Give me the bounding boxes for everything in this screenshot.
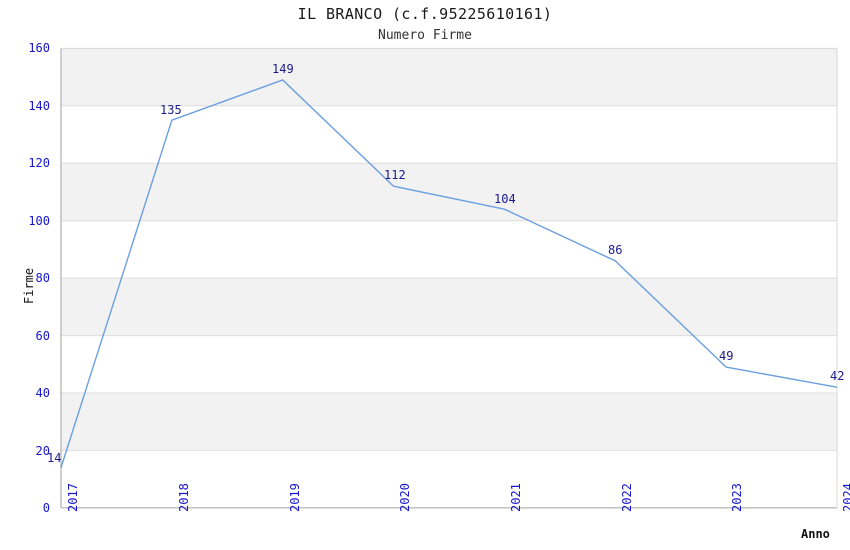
point-label-2024: 42: [830, 369, 845, 383]
xtick-2022: 2022: [620, 483, 634, 512]
ytick-60: 60: [35, 329, 50, 343]
point-label-2023: 49: [719, 349, 734, 363]
grid-lines: [61, 105, 837, 451]
ytick-120: 120: [28, 156, 50, 170]
ytick-160: 160: [28, 41, 50, 55]
ytick-100: 100: [28, 214, 50, 228]
ytick-80: 80: [35, 271, 50, 285]
data-series-line: [60, 79, 838, 468]
axis-lines: [60, 47, 838, 509]
xtick-2018: 2018: [177, 483, 191, 512]
point-label-2022: 86: [608, 243, 623, 257]
xtick-2020: 2020: [398, 483, 412, 512]
xtick-2023: 2023: [730, 483, 744, 512]
xtick-2021: 2021: [509, 483, 523, 512]
ytick-0: 0: [42, 501, 50, 515]
point-label-2021: 104: [494, 192, 516, 206]
chart-subtitle: Numero Firme: [378, 28, 472, 43]
point-label-2019: 149: [272, 62, 294, 76]
point-label-2017: 14: [47, 451, 62, 465]
xtick-2017: 2017: [66, 483, 80, 512]
xtick-2024: 2024: [841, 483, 850, 512]
alternating-bands: [61, 48, 837, 451]
ytick-20: 20: [35, 444, 50, 458]
ytick-140: 140: [28, 99, 50, 113]
chart-title: IL BRANCO (c.f.95225610161): [297, 5, 553, 23]
y-axis-title: Firme: [22, 267, 36, 304]
x-axis-title: Anno: [801, 527, 830, 541]
ytick-40: 40: [35, 386, 50, 400]
point-label-2020: 112: [384, 168, 406, 182]
point-label-2018: 135: [160, 103, 182, 117]
xtick-2019: 2019: [288, 483, 302, 512]
